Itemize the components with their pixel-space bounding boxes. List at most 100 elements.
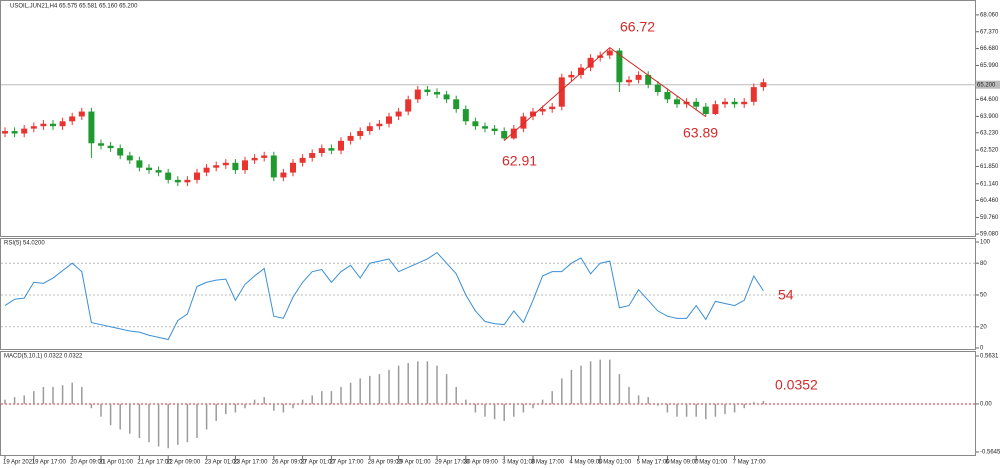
- y-tick-label: 80: [980, 261, 987, 267]
- candle-body: [626, 79, 632, 83]
- candle-body: [290, 162, 296, 173]
- candle-body: [482, 126, 488, 129]
- main-pane: [0, 0, 976, 237]
- candle-body: [11, 131, 18, 134]
- y-tick-label: 66.680: [980, 46, 999, 52]
- candle-body: [606, 50, 613, 56]
- x-tick-label: 19 Apr 17:00: [32, 460, 67, 466]
- macd-header: MACD(5,10,1) 0.0322 0.0322: [4, 354, 83, 360]
- candle-body: [376, 123, 383, 127]
- candle-body: [184, 179, 191, 183]
- candle-body: [587, 57, 594, 68]
- candle-body: [299, 157, 306, 163]
- candle-body: [117, 148, 124, 156]
- y-tick-label: 64.600: [980, 97, 999, 103]
- x-tick-label: 23 Apr 01:00: [205, 460, 240, 466]
- x-tick-label: 4 May 09:00: [569, 460, 603, 466]
- x-tick-label: 27 Apr 01:00: [301, 460, 336, 466]
- x-tick-label: 21 Apr 17:00: [137, 460, 172, 466]
- candle-body: [136, 160, 143, 168]
- candle-body: [213, 165, 220, 168]
- candle-body: [405, 99, 412, 112]
- candle-body: [693, 101, 700, 107]
- y-tick-label: 65.990: [980, 63, 999, 69]
- candle-body: [50, 123, 56, 127]
- candle-body: [107, 145, 114, 149]
- candle-body: [568, 74, 575, 78]
- candle-body: [347, 135, 354, 141]
- candle-body: [232, 162, 239, 171]
- x-tick-label: 30 Apr 09:00: [464, 460, 499, 466]
- candle-body: [270, 155, 277, 178]
- y-tick-label: 67.370: [980, 29, 999, 35]
- x-tick-label: 7 May 17:00: [733, 460, 767, 466]
- candle-body: [434, 92, 440, 95]
- rsi-header: RSI(5) 54.0200: [4, 241, 45, 247]
- y-tick-label: 61.140: [980, 181, 999, 187]
- zigzag: [503, 46, 707, 141]
- candle-body: [174, 179, 181, 183]
- x-tick-label: 3 May 01:00: [502, 460, 536, 466]
- candle-body: [40, 123, 47, 127]
- candle-body: [126, 155, 133, 161]
- x-tick-label: 29 Apr 01:00: [397, 460, 432, 466]
- candle-body: [424, 89, 431, 93]
- x-tick-label: 5 May 01:00: [598, 460, 632, 466]
- y-tick-label: 68.060: [980, 12, 999, 18]
- y-tick-label: 20: [980, 324, 987, 330]
- candle-body: [645, 74, 652, 85]
- candle-body: [741, 101, 748, 105]
- candle-body: [165, 172, 172, 180]
- last-price-label: 65.200: [977, 82, 996, 88]
- y-tick-label: 0.5631: [980, 354, 999, 360]
- x-tick-label: 7 May 01:00: [694, 460, 728, 466]
- y-tick-label: 59.080: [980, 232, 999, 238]
- rsi-pane: [0, 238, 976, 350]
- candle-body: [203, 167, 210, 173]
- macd-annotation: 0.0352: [775, 377, 818, 393]
- y-tick-label: -0.5645: [980, 450, 1000, 456]
- candle-body: [386, 116, 392, 124]
- macd-pane: [0, 351, 976, 456]
- symbol-header: USOIL,JUN21,H4 65.575 65.581 65.160 65.2…: [10, 4, 138, 10]
- y-tick-label: 0: [980, 346, 984, 352]
- candle-body: [520, 116, 527, 129]
- candle-body: [549, 106, 556, 110]
- candle-body: [194, 172, 200, 180]
- candle-body: [338, 140, 344, 151]
- candle-body: [539, 109, 546, 112]
- x-tick-label: 23 Apr 17:00: [233, 460, 268, 466]
- candle-body: [760, 82, 767, 88]
- candle-body: [472, 121, 479, 127]
- candle-body: [21, 128, 28, 134]
- candle-body: [750, 87, 757, 102]
- y-tick-label: 63.900: [980, 114, 999, 120]
- y-tick-label: 100: [980, 240, 991, 246]
- price-annotation: 63.89: [683, 125, 718, 141]
- candle-body: [2, 131, 8, 134]
- candle-body: [222, 162, 229, 166]
- candle-body: [654, 84, 661, 93]
- price-annotation: 62.91: [502, 153, 537, 169]
- x-tick-label: 29 Apr 17:00: [435, 460, 470, 466]
- candle-body: [328, 148, 335, 151]
- x-tick-label: 19 Apr 2021: [3, 460, 36, 466]
- candle-body: [702, 106, 709, 114]
- candle-body: [558, 77, 565, 107]
- candle-body: [578, 67, 584, 75]
- x-tick-label: 28 Apr 09:00: [368, 460, 403, 466]
- candle-body: [462, 109, 469, 122]
- candle-body: [664, 92, 671, 100]
- y-tick-label: 0.00: [980, 402, 992, 408]
- x-tick-label: 21 Apr 01:00: [99, 460, 134, 466]
- y-tick-label: 62.520: [980, 148, 999, 154]
- candle-body: [616, 50, 623, 83]
- last-price-box: [976, 80, 1000, 89]
- candle-body: [261, 155, 268, 158]
- candle-body: [453, 99, 460, 110]
- candle-body: [491, 128, 498, 132]
- price-annotation: 66.72: [620, 19, 655, 35]
- candle-body: [366, 126, 373, 132]
- candle-body: [395, 111, 402, 117]
